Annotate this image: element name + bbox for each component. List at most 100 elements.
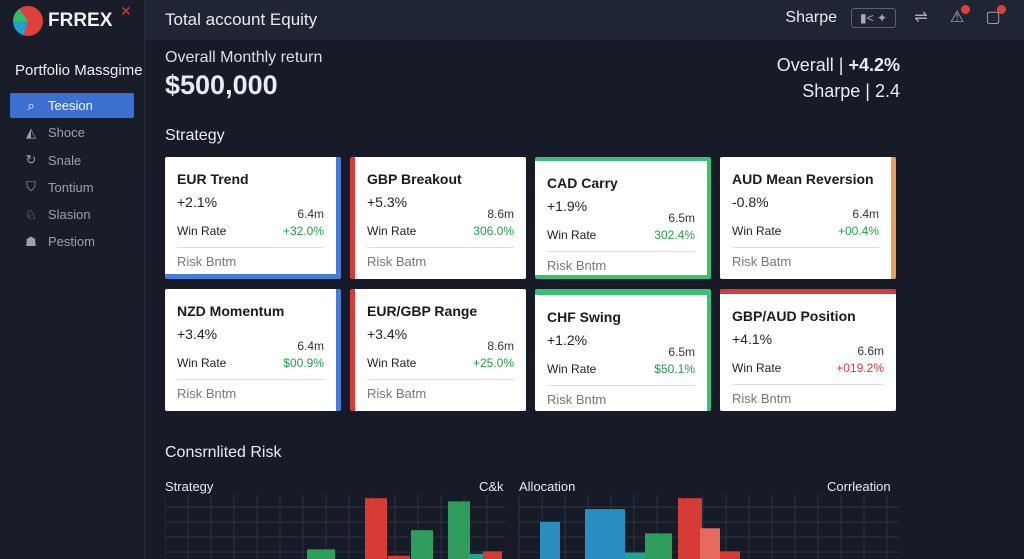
sidebar-item-slasion[interactable]: ♘ Slasion <box>10 202 134 227</box>
position-size: 6.5m <box>668 211 695 225</box>
overall-label: Overall <box>776 55 834 75</box>
bar <box>483 551 502 559</box>
win-rate-label: Win Rate <box>732 361 782 375</box>
topbar: Total account Equity Sharpe ▮< ✦ ⇌ ⚠ ▢ <box>145 0 1024 40</box>
divider <box>547 385 695 386</box>
position-size: 6.6m <box>857 344 884 358</box>
notification-badge <box>961 5 970 14</box>
divider <box>367 247 514 248</box>
users-icon: ☗ <box>25 233 37 249</box>
strategy-name: CAD Carry <box>547 175 618 191</box>
strategy-return: +1.9% <box>547 198 588 214</box>
sidebar-item-teesion[interactable]: ⌕ Teesion <box>10 93 134 118</box>
risk-charts <box>165 495 899 559</box>
strategy-card[interactable]: CHF Swing +1.2% 6.5m Win Rate $50.1% Risk… <box>535 289 711 411</box>
risk-button[interactable]: Risk Bntm <box>732 391 792 406</box>
sharpe-value: 2.4 <box>874 81 900 101</box>
strategy-card[interactable]: AUD Mean Reversion -0.8% 6.4m Win Rate +0… <box>720 157 896 279</box>
sidebar-item-snale[interactable]: ↻ Snale <box>10 148 134 173</box>
strategy-name: GBP Breakout <box>367 171 462 187</box>
risk-button[interactable]: Risk Batm <box>367 254 427 269</box>
bar <box>720 551 740 559</box>
risk-button[interactable]: Risk Batm <box>367 386 427 401</box>
strategy-card[interactable]: GBP/AUD Position +4.1% 6.6m Win Rate +019… <box>720 289 896 411</box>
win-rate-value: +019.2% <box>836 361 884 375</box>
sidebar-item-tontium[interactable]: ⛉ Tontium <box>10 175 134 200</box>
sidebar-item-label: Pestiom <box>48 234 95 250</box>
strategy-card[interactable]: EUR/GBP Range +3.4% 8.6m Win Rate +25.0% … <box>350 289 526 411</box>
strategy-card[interactable]: EUR Trend +2.1% 6.4m Win Rate +32.0% Risk… <box>165 157 341 279</box>
strategy-card[interactable]: NZD Momentum +3.4% 6.4m Win Rate $00.9% R… <box>165 289 341 411</box>
strategy-return: -0.8% <box>732 194 769 210</box>
equity-value: $500,000 <box>165 70 278 100</box>
position-size: 6.4m <box>297 339 324 353</box>
strategy-name: AUD Mean Reversion <box>732 171 874 187</box>
win-rate-label: Win Rate <box>177 356 227 370</box>
position-size: 6.4m <box>852 207 879 221</box>
bar <box>448 501 470 559</box>
overall-value: +4.2% <box>848 55 900 75</box>
sidebar-item-label: Teesion <box>48 98 93 113</box>
position-size: 6.4m <box>297 207 324 221</box>
bar <box>470 553 483 559</box>
sidebar-nav: ⌕ Teesion ◭ Shoce ↻ Snale ⛉ Tontium ♘ Slasion ☗ Pes… <box>10 93 134 257</box>
filter-icon: ⛉ <box>26 179 36 195</box>
bar <box>411 530 433 559</box>
collapse-toggle-button[interactable]: ▮< ✦ <box>851 8 896 28</box>
strategy-heading: Strategy <box>165 127 225 144</box>
chart-label: Strategy <box>165 479 214 494</box>
strategy-name: CHF Swing <box>547 309 621 325</box>
strategy-name: GBP/AUD Position <box>732 308 856 324</box>
win-rate-value: +32.0% <box>282 224 324 238</box>
bar <box>700 528 720 559</box>
sidebar-item-shoce[interactable]: ◭ Shoce <box>10 120 134 145</box>
win-rate-value: 302.4% <box>654 228 695 242</box>
win-rate-value: +00.4% <box>837 224 879 238</box>
risk-button[interactable]: Risk Bntm <box>547 392 607 407</box>
strategy-return: +3.4% <box>367 326 408 342</box>
divider <box>547 251 695 252</box>
sync-icon[interactable]: ⇌ <box>914 9 928 26</box>
sidebar-item-pestiom[interactable]: ☗ Pestiom <box>10 229 134 254</box>
inbox-icon[interactable]: ▢ <box>982 5 1006 29</box>
strategy-return: +5.3% <box>367 194 408 210</box>
bar <box>388 555 410 559</box>
risk-button[interactable]: Risk Batm <box>732 254 792 269</box>
strategy-return: +3.4% <box>177 326 218 342</box>
bar <box>307 549 335 559</box>
risk-heading: Consrnlited Risk <box>165 444 282 461</box>
chart-person-icon: ◭ <box>26 124 36 140</box>
strategy-name: NZD Momentum <box>177 303 285 319</box>
divider <box>732 247 879 248</box>
bar <box>540 521 560 559</box>
chart-label: Allocation <box>519 479 576 494</box>
risk-button[interactable]: Risk Bntm <box>547 258 607 273</box>
divider <box>177 247 324 248</box>
position-size: 8.6m <box>487 339 514 353</box>
chart-label: C&k <box>479 479 504 494</box>
win-rate-value: 306.0% <box>473 224 514 238</box>
bar <box>365 498 387 559</box>
win-rate-label: Win Rate <box>367 224 417 238</box>
win-rate-value: $50.1% <box>654 362 695 376</box>
position-size: 6.5m <box>668 345 695 359</box>
logo[interactable]: FRREX <box>13 6 112 36</box>
brand-name: FRREX <box>48 10 113 31</box>
sidebar-item-label: Shoce <box>48 125 85 141</box>
position-size: 8.6m <box>487 207 514 221</box>
strategy-card[interactable]: CAD Carry +1.9% 6.5m Win Rate 302.4% Risk… <box>535 157 711 279</box>
logo-icon <box>13 6 43 36</box>
monthly-return-label: Overall Monthly return <box>165 49 323 66</box>
strategy-card[interactable]: GBP Breakout +5.3% 8.6m Win Rate 306.0% R… <box>350 157 526 279</box>
overall-summary: Overall | +4.2% Sharpe | 2.4 <box>776 55 900 101</box>
win-rate-label: Win Rate <box>367 356 417 370</box>
sidebar-item-label: Tontium <box>48 179 94 195</box>
bar <box>585 509 625 559</box>
close-icon[interactable]: ✕ <box>120 3 132 19</box>
strategy-name: EUR Trend <box>177 171 249 187</box>
bar <box>645 533 672 559</box>
alerts-icon[interactable]: ⚠ <box>946 5 970 29</box>
search-icon: ⌕ <box>27 97 35 113</box>
risk-button[interactable]: Risk Bntm <box>177 386 237 401</box>
risk-button[interactable]: Risk Bntm <box>177 254 237 269</box>
